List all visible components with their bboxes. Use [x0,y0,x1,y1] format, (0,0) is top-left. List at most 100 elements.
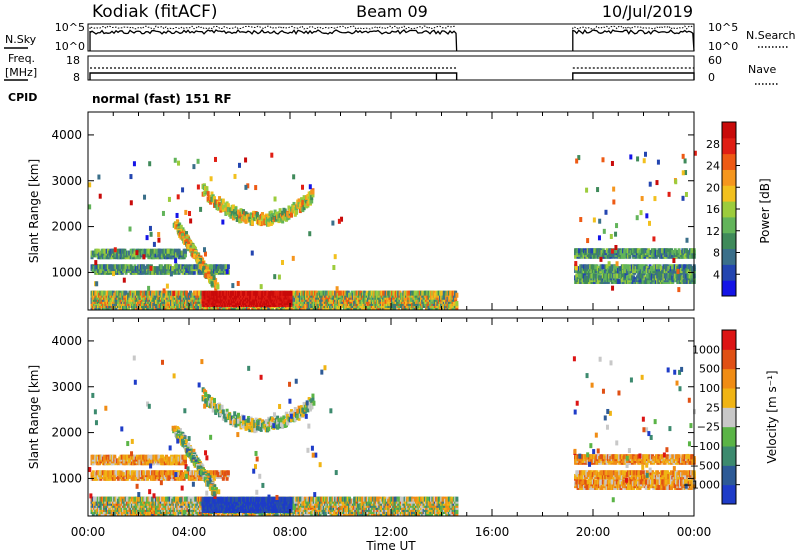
heatmap-cell [677,287,681,293]
colorbar-tick-label: 16 [706,203,720,216]
heatmap-cell [591,264,595,270]
heatmap-cell [681,170,685,176]
heatmap-cell [213,279,217,285]
heatmap-cell [250,250,254,256]
heatmap-cell [455,300,459,306]
heatmap-cell [229,213,233,219]
heatmap-cell [143,194,147,200]
heatmap-cell [240,216,244,222]
heatmap-cell [235,216,239,222]
heatmap-cell [615,261,619,267]
colorbar-swatch [722,185,736,202]
heatmap-cell [254,185,258,191]
heatmap-cell [201,257,205,263]
heatmap-cell [596,278,600,284]
heatmap-cell [287,205,291,211]
heatmap-cell [614,231,618,237]
heatmap-cell [231,204,235,210]
heatmap-cell [177,223,181,229]
date-title: 10/Jul/2019 [602,2,693,21]
heatmap-cell [148,161,152,167]
heatmap-cell [199,257,203,263]
heatmap-cell [612,199,616,205]
cpid-label: CPID [8,91,37,104]
colorbar-tick-label: 12 [706,225,720,238]
heatmap-cell [283,208,287,214]
heatmap-cell [287,213,291,219]
heatmap-cell [278,208,282,214]
heatmap-cell [192,247,196,253]
noise-tick-low: 10^0 [55,40,85,53]
heatmap-cell [210,191,214,197]
heatmap-cell [605,264,609,270]
heatmap-cell [159,264,163,270]
heatmap-cell [585,187,589,193]
heatmap-cell [183,252,187,258]
heatmap-cell [280,259,284,265]
heatmap-cell [172,290,176,296]
heatmap-cell [225,209,229,215]
colorbar-swatch [722,216,736,234]
heatmap-cell [237,162,241,168]
heatmap-cell [157,231,161,237]
heatmap-cell [165,283,169,289]
heatmap-cell [592,217,596,223]
heatmap-cell [187,244,191,250]
freq-label: Freq. [8,52,35,65]
nsearch-label: N.Search [746,29,796,42]
heatmap-cell [113,247,117,253]
heatmap-cell [195,254,199,260]
heatmap-cell [124,290,128,296]
heatmap-cell [302,195,306,201]
noise-search-line [572,25,694,30]
station-title: Kodiak (fitACF) [92,2,218,22]
heatmap-cell [281,218,285,224]
heatmap-cell [243,215,247,221]
noise-sky-line [89,29,458,52]
noise-sky-line [572,29,695,52]
heatmap-cell [647,278,651,284]
heatmap-cell [653,196,657,202]
heatmap-cell [249,212,253,218]
heatmap-cell [173,248,177,254]
heatmap-cell [188,211,192,217]
heatmap-cell [693,150,697,156]
heatmap-cell [260,212,264,218]
heatmap-cell [310,195,314,201]
heatmap-cell [201,261,205,267]
heatmap-cell [221,204,225,210]
heatmap-cell [191,243,195,249]
heatmap-cell [601,157,605,163]
heatmap-cell [148,225,152,231]
freq-tick-low: 8 [73,71,80,84]
heatmap-cell [455,292,459,298]
noise-tick-low-right: 10^0 [708,40,738,53]
noise-panel [87,23,695,52]
freq-trace [89,67,695,80]
y-tick-label: 2000 [51,220,82,234]
heatmap-cell [122,277,126,283]
freq-unit-label: [MHz] [5,66,37,79]
heatmap-cell [580,248,584,254]
heatmap-cell [295,209,299,215]
heatmap-cell [340,216,344,222]
heatmap-cell [132,161,136,167]
heatmap-cell [301,184,305,190]
heatmap-cell [292,201,296,207]
heatmap-cell [244,157,248,163]
heatmap-cell [149,231,153,237]
heatmap-cell [236,280,240,286]
heatmap-cell [652,236,656,242]
heatmap-cell [259,284,263,290]
heatmap-cell [601,264,605,270]
nsky-label: N.Sky [5,33,37,46]
heatmap-cell [575,273,579,279]
heatmap-cell [643,151,647,157]
heatmap-cell [302,205,306,211]
heatmap-cell [672,258,676,264]
heatmap-cell [671,269,675,275]
heatmap-cell [96,248,100,254]
heatmap-cell [244,218,248,224]
heatmap-cell [152,241,156,247]
